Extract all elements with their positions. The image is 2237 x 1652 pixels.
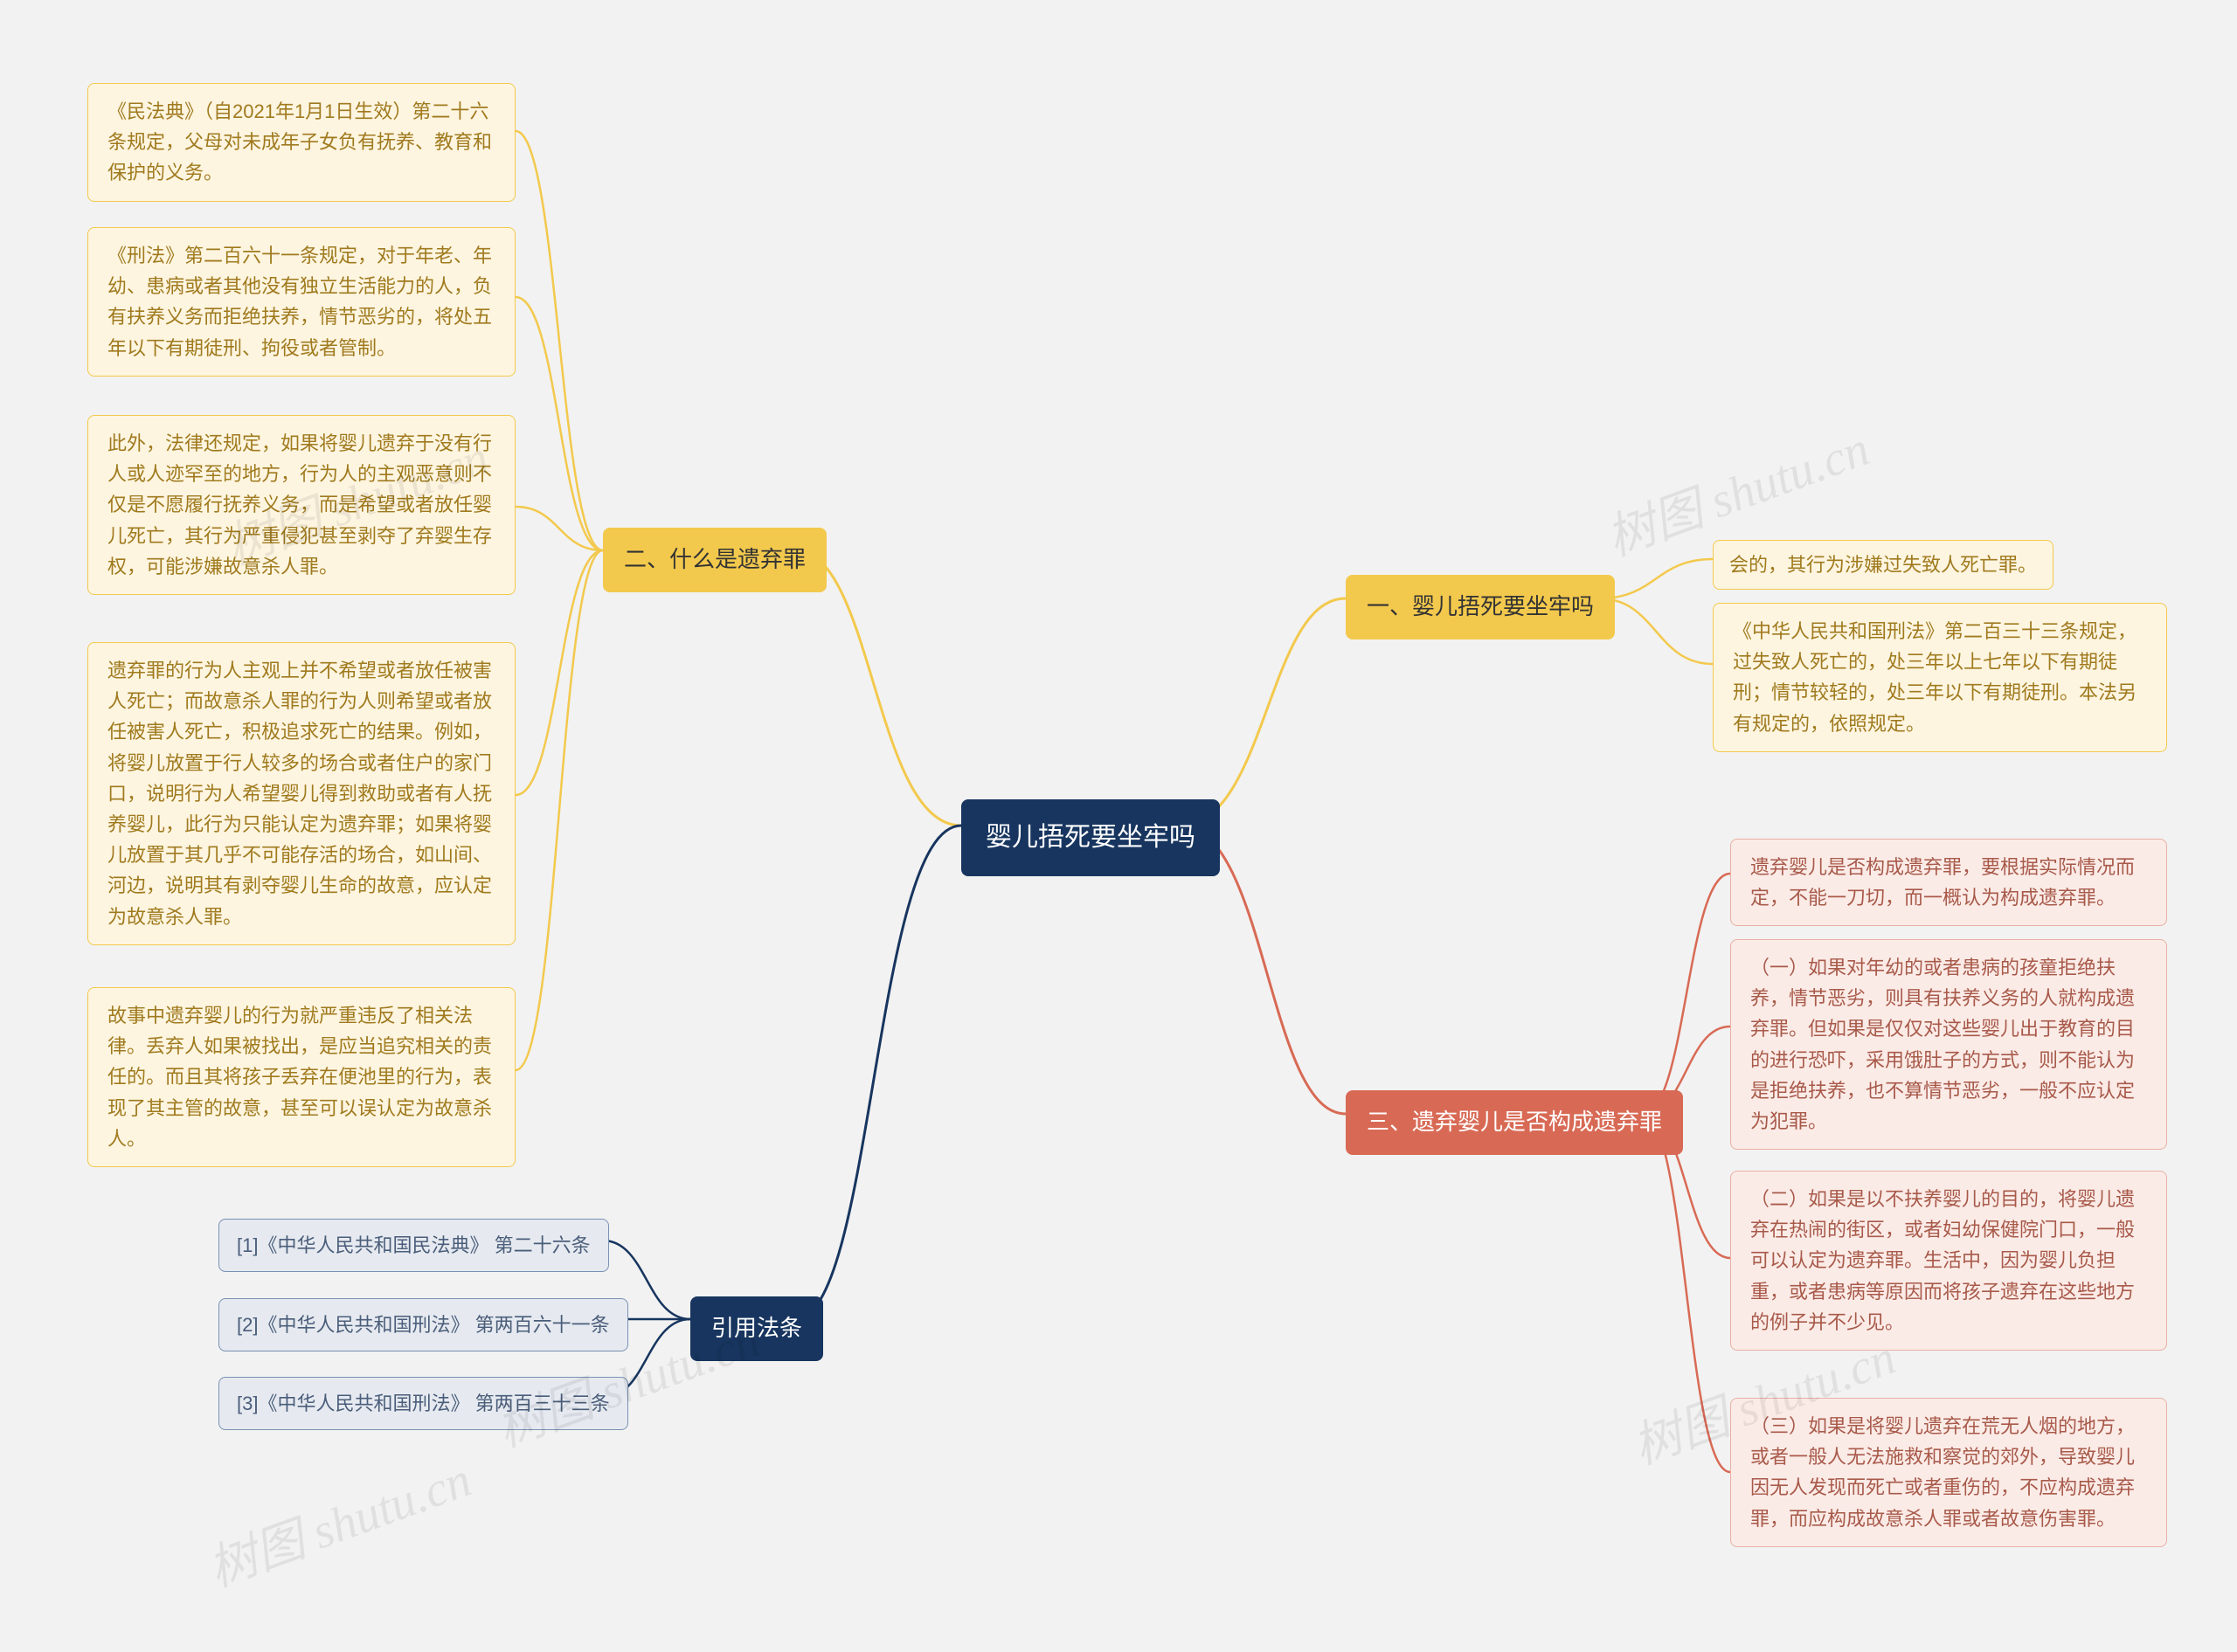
branch-4-leaf-0-text: [1]《中华人民共和国民法典》 第二十六条	[237, 1234, 591, 1256]
branch-1[interactable]: 一、婴儿捂死要坐牢吗	[1346, 575, 1615, 639]
branch-2-leaf-3: 遗弃罪的行为人主观上并不希望或者放任被害人死亡；而故意杀人罪的行为人则希望或者放…	[87, 642, 516, 945]
branch-2-leaf-3-text: 遗弃罪的行为人主观上并不希望或者放任被害人死亡；而故意杀人罪的行为人则希望或者放…	[107, 660, 492, 928]
root-label: 婴儿捂死要坐牢吗	[986, 823, 1195, 852]
branch-4-leaf-0: [1]《中华人民共和国民法典》 第二十六条	[218, 1219, 609, 1272]
branch-2-leaf-0: 《民法典》（自2021年1月1日生效）第二十六条规定，父母对未成年子女负有抚养、…	[87, 83, 516, 202]
branch-3-leaf-3: （三）如果是将婴儿遗弃在荒无人烟的地方，或者一般人无法施救和察觉的郊外，导致婴儿…	[1730, 1398, 2167, 1547]
branch-3[interactable]: 三、遗弃婴儿是否构成遗弃罪	[1346, 1090, 1683, 1155]
branch-4-leaf-2: [3]《中华人民共和国刑法》 第两百三十三条	[218, 1377, 628, 1430]
branch-1-leaf-0-text: 会的，其行为涉嫌过失致人死亡罪。	[1729, 554, 2037, 576]
branch-2[interactable]: 二、什么是遗弃罪	[603, 528, 827, 592]
branch-1-leaf-1: 《中华人民共和国刑法》第二百三十三条规定，过失致人死亡的，处三年以上七年以下有期…	[1713, 603, 2167, 752]
branch-2-label: 二、什么是遗弃罪	[624, 546, 806, 572]
branch-1-label: 一、婴儿捂死要坐牢吗	[1367, 593, 1594, 619]
branch-2-leaf-2-text: 此外，法律还规定，如果将婴儿遗弃于没有行人或人迹罕至的地方，行为人的主观恶意则不…	[107, 432, 492, 577]
root-node[interactable]: 婴儿捂死要坐牢吗	[961, 799, 1220, 876]
branch-4-leaf-1-text: [2]《中华人民共和国刑法》 第两百六十一条	[237, 1314, 610, 1336]
branch-4-label: 引用法条	[711, 1315, 802, 1341]
branch-2-leaf-2: 此外，法律还规定，如果将婴儿遗弃于没有行人或人迹罕至的地方，行为人的主观恶意则不…	[87, 415, 516, 595]
branch-3-leaf-2: （二）如果是以不扶养婴儿的目的，将婴儿遗弃在热闹的街区，或者妇幼保健院门口，一般…	[1730, 1171, 2167, 1351]
branch-3-leaf-1-text: （一）如果对年幼的或者患病的孩童拒绝扶养，情节恶劣，则具有扶养义务的人就构成遗弃…	[1750, 957, 2135, 1132]
branch-3-leaf-0-text: 遗弃婴儿是否构成遗弃罪，要根据实际情况而定，不能一刀切，而一概认为构成遗弃罪。	[1750, 856, 2135, 909]
branch-2-leaf-1: 《刑法》第二百六十一条规定，对于年老、年幼、患病或者其他没有独立生活能力的人，负…	[87, 227, 516, 377]
branch-4[interactable]: 引用法条	[690, 1296, 823, 1361]
branch-3-leaf-2-text: （二）如果是以不扶养婴儿的目的，将婴儿遗弃在热闹的街区，或者妇幼保健院门口，一般…	[1750, 1188, 2135, 1333]
branch-1-leaf-0: 会的，其行为涉嫌过失致人死亡罪。	[1713, 540, 2053, 590]
branch-2-leaf-0-text: 《民法典》（自2021年1月1日生效）第二十六条规定，父母对未成年子女负有抚养、…	[107, 100, 492, 183]
branch-2-leaf-4: 故事中遗弃婴儿的行为就严重违反了相关法律。丢弃人如果被找出，是应当追究相关的责任…	[87, 987, 516, 1167]
branch-1-leaf-1-text: 《中华人民共和国刑法》第二百三十三条规定，过失致人死亡的，处三年以上七年以下有期…	[1733, 620, 2137, 735]
branch-3-leaf-1: （一）如果对年幼的或者患病的孩童拒绝扶养，情节恶劣，则具有扶养义务的人就构成遗弃…	[1730, 939, 2167, 1150]
branch-3-leaf-3-text: （三）如果是将婴儿遗弃在荒无人烟的地方，或者一般人无法施救和察觉的郊外，导致婴儿…	[1750, 1415, 2135, 1530]
branch-3-label: 三、遗弃婴儿是否构成遗弃罪	[1367, 1109, 1662, 1135]
branch-2-leaf-4-text: 故事中遗弃婴儿的行为就严重违反了相关法律。丢弃人如果被找出，是应当追究相关的责任…	[107, 1005, 492, 1150]
branch-2-leaf-1-text: 《刑法》第二百六十一条规定，对于年老、年幼、患病或者其他没有独立生活能力的人，负…	[107, 245, 492, 359]
branch-4-leaf-2-text: [3]《中华人民共和国刑法》 第两百三十三条	[237, 1393, 610, 1414]
branch-4-leaf-1: [2]《中华人民共和国刑法》 第两百六十一条	[218, 1298, 628, 1351]
branch-3-leaf-0: 遗弃婴儿是否构成遗弃罪，要根据实际情况而定，不能一刀切，而一概认为构成遗弃罪。	[1730, 839, 2167, 926]
watermark: 树图 shutu.cn	[197, 1441, 480, 1601]
